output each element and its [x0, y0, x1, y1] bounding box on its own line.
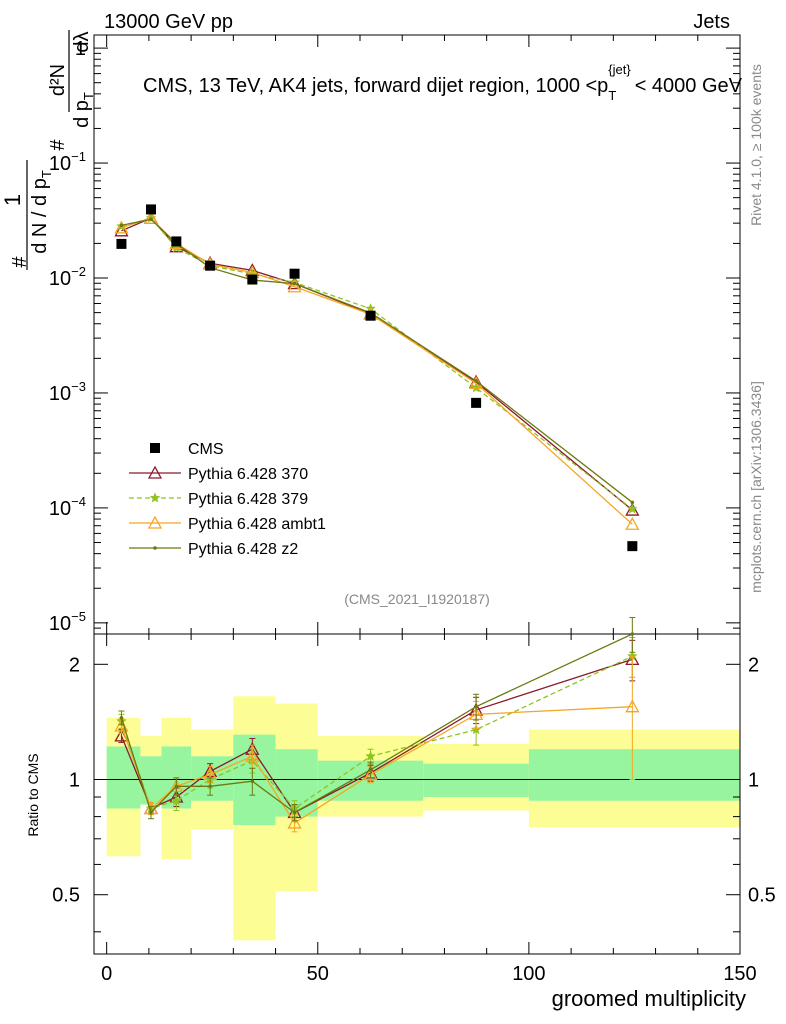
main-series-marker	[143, 210, 159, 224]
ratio-series-marker	[208, 784, 212, 789]
ylabel-dn-dpt: d N / d pT	[29, 170, 54, 254]
cms-data-point	[171, 236, 182, 247]
main-y-tick-label: 10−4	[49, 494, 86, 520]
legend-marker	[153, 546, 157, 550]
analysis-id-label: (CMS_2021_I1920187)	[344, 591, 490, 607]
ratio-series-marker	[170, 795, 182, 806]
ratio-y-tick-label-right: 1	[748, 770, 759, 792]
ratio-series-marker	[470, 723, 482, 735]
cms-data-point	[471, 397, 482, 408]
main-series-marker	[626, 503, 638, 514]
ratio-series-marker	[119, 715, 124, 720]
ratio-y-tick-label-left: 1	[69, 770, 80, 792]
main-series-line	[121, 218, 633, 503]
x-tick-label: 50	[307, 963, 329, 985]
ylabel-dpt: d pT	[71, 92, 96, 128]
x-tick-label: 100	[512, 963, 545, 985]
ratio-series-marker	[149, 810, 153, 815]
cms-data-points	[116, 204, 638, 552]
inner-band-bin	[423, 763, 529, 798]
legend-marker	[147, 515, 163, 529]
ratio-series-marker	[474, 704, 478, 709]
main-series-marker	[287, 279, 302, 293]
inner-band-bin	[140, 756, 162, 805]
cms-data-point	[146, 204, 156, 215]
inner-band-bin	[106, 746, 141, 809]
ratio-series-marker	[625, 699, 640, 713]
legend-label: Pythia 6.428 z2	[188, 541, 298, 558]
cms-data-point	[247, 274, 258, 285]
legend-marker	[149, 492, 161, 503]
legend: CMS Pythia 6.428 370 Pythia 6.428 379 Pythi…	[129, 441, 326, 558]
x-axis-label: groomed multiplicity	[552, 986, 746, 1011]
cms-data-point	[289, 268, 300, 279]
ratio-y-tick-label-left: 0.5	[52, 885, 80, 907]
main-y-tick-label: 1	[75, 38, 86, 60]
uncertainty-bands	[106, 696, 740, 941]
ratio-panel-frame	[93, 633, 741, 955]
main-series-marker	[625, 516, 640, 530]
main-series-marker	[114, 220, 129, 234]
legend-marker	[147, 465, 163, 479]
ratio-series-marker	[174, 784, 179, 789]
main-y-tick-label: 10−1	[49, 149, 86, 175]
ratio-y-tick-label-right: 0.5	[748, 885, 776, 907]
main-series-marker	[625, 502, 640, 516]
ratio-y-tick-label-left: 2	[69, 654, 80, 676]
legend-label: CMS	[188, 441, 224, 458]
ratio-series-marker	[630, 632, 635, 636]
ratio-series-marker	[368, 768, 373, 772]
ratio-series-layer	[114, 617, 640, 833]
ratio-series-marker	[292, 810, 297, 815]
main-series-marker	[292, 281, 297, 286]
legend-label: Pythia 6.428 370	[188, 466, 308, 483]
ylabel-dlambda: dλ	[71, 31, 93, 52]
inner-band-bin	[528, 749, 740, 801]
ratio-series-marker	[245, 748, 260, 762]
mcplots-reference-label: mcplots.cern.ch [arXiv:1306.3436]	[748, 381, 764, 593]
main-series-marker	[474, 379, 478, 383]
cms-data-point	[116, 238, 127, 249]
main-y-tick-label: 10−2	[49, 264, 86, 290]
legend-label: Pythia 6.428 ambt1	[188, 516, 326, 533]
legend-label: Pythia 6.428 379	[188, 491, 308, 508]
ratio-y-tick-label-right: 2	[748, 654, 759, 676]
legend-marker	[150, 443, 160, 453]
main-y-axis-label: # 1 d N / d pT # d²N d pT dλ	[0, 30, 96, 270]
ylabel-d2n: d²N	[47, 64, 69, 96]
main-plot-title: CMS, 13 TeV, AK4 jets, forward dijet reg…	[143, 62, 743, 103]
header-right-label: Jets	[693, 11, 730, 33]
header-left-label: 13000 GeV pp	[104, 11, 233, 33]
x-tick-label: 0	[101, 963, 112, 985]
ylabel-hash-1: #	[9, 256, 31, 268]
main-y-tick-label: 10−3	[49, 379, 86, 405]
main-series-marker	[149, 217, 153, 222]
cms-data-point	[205, 260, 216, 271]
ylabel-hash-2: #	[47, 139, 69, 151]
ratio-series-marker	[365, 750, 376, 761]
ylabel-one: 1	[0, 194, 25, 206]
inner-band-bin	[275, 749, 318, 817]
ratio-series-marker	[287, 815, 302, 829]
main-y-tick-label: 10−5	[49, 609, 86, 635]
axes: 0 50 100 150 1 10−1 10−2 10−3 10−4 10−5 2 2 1 1 0.5 0.5	[49, 35, 776, 985]
x-tick-label: 150	[723, 963, 756, 985]
cms-data-point	[365, 310, 376, 321]
rivet-version-label: Rivet 4.1.0, ≥ 100k events	[748, 64, 764, 226]
ratio-series-marker	[363, 767, 378, 781]
cms-data-point	[627, 541, 638, 552]
ratio-y-axis-label: Ratio to CMS	[25, 753, 41, 836]
main-series-marker	[630, 500, 635, 505]
main-series-marker	[119, 223, 124, 228]
ratio-series-marker	[250, 779, 255, 783]
